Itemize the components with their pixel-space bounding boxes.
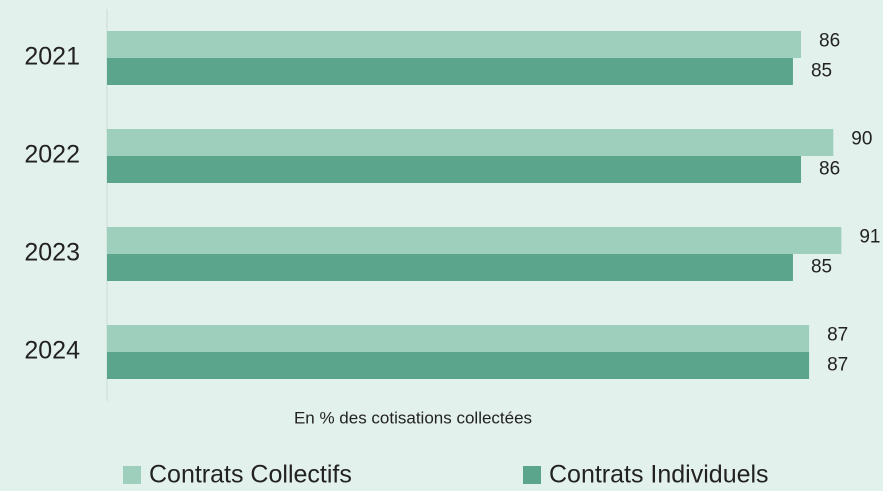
x-axis-label: En % des cotisations collectées	[294, 408, 532, 427]
legend-swatch	[523, 466, 541, 484]
bar	[107, 325, 810, 352]
data-label: 86	[819, 159, 840, 180]
data-label: 87	[827, 325, 848, 346]
y-tick-label: 2024	[24, 337, 80, 365]
bar	[107, 254, 793, 281]
bar	[107, 156, 802, 183]
legend-label: Contrats Collectifs	[149, 461, 352, 489]
data-label: 86	[819, 31, 840, 52]
legend-swatch	[123, 466, 141, 484]
data-label: 90	[851, 129, 872, 150]
data-label: 85	[811, 257, 832, 278]
bar	[107, 129, 834, 156]
data-label: 85	[811, 61, 832, 82]
bar	[107, 352, 810, 379]
y-tick-label: 2023	[24, 239, 80, 267]
bar	[107, 227, 842, 254]
data-label: 87	[827, 355, 848, 376]
legend-label: Contrats Individuels	[549, 461, 769, 489]
bar	[107, 31, 802, 58]
bar	[107, 58, 793, 85]
data-label: 91	[859, 227, 880, 248]
y-tick-label: 2022	[24, 141, 80, 169]
y-tick-label: 2021	[24, 43, 80, 71]
